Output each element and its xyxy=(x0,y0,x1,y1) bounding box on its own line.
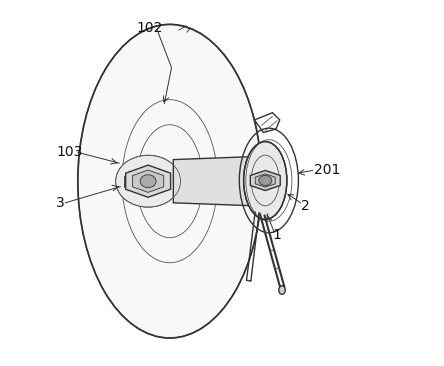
Text: 1: 1 xyxy=(273,228,281,242)
Text: 2: 2 xyxy=(301,199,310,213)
Polygon shape xyxy=(255,174,275,187)
Polygon shape xyxy=(250,171,280,191)
Ellipse shape xyxy=(244,142,287,219)
Ellipse shape xyxy=(140,175,156,188)
Ellipse shape xyxy=(279,286,285,294)
Ellipse shape xyxy=(116,155,181,207)
Text: 102: 102 xyxy=(137,21,163,35)
Text: 3: 3 xyxy=(56,196,65,210)
Text: 201: 201 xyxy=(314,163,340,178)
Ellipse shape xyxy=(259,175,272,186)
Text: 103: 103 xyxy=(56,145,83,159)
Polygon shape xyxy=(173,156,271,206)
Ellipse shape xyxy=(78,25,262,338)
Polygon shape xyxy=(132,170,164,193)
Polygon shape xyxy=(126,165,170,197)
